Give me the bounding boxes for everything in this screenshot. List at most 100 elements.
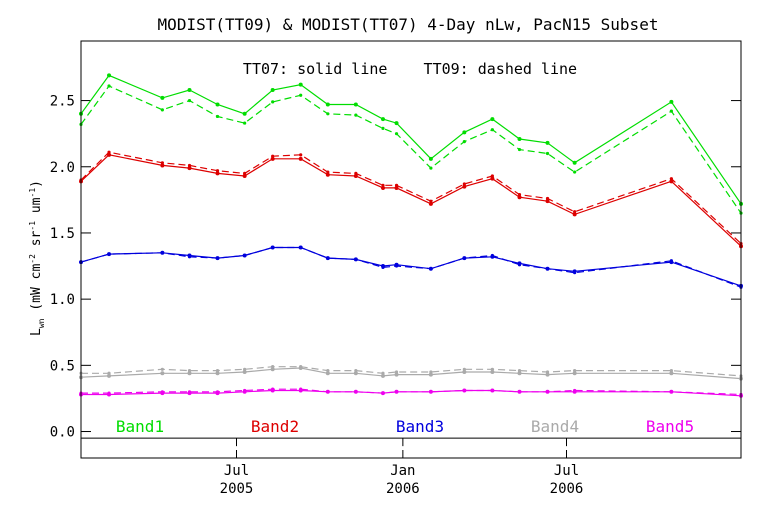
- data-point-band2-solid: [187, 166, 192, 171]
- data-point-band5-solid: [572, 389, 577, 394]
- data-point-band1-dashed: [517, 147, 522, 152]
- series-line-band5-solid: [81, 389, 742, 397]
- data-point-band5-solid: [545, 389, 550, 394]
- y-axis-label-sub: wn: [37, 318, 46, 328]
- data-point-band2-dashed: [394, 183, 399, 187]
- data-point-band1-dashed: [490, 128, 494, 132]
- data-point-band4-dashed: [517, 369, 522, 373]
- data-point-band3-solid: [669, 260, 674, 265]
- data-point-band1-dashed: [326, 112, 330, 116]
- data-point-band2-solid: [490, 176, 495, 181]
- legend-entry-band5: Band5: [646, 417, 694, 436]
- data-point-band5-solid: [160, 391, 165, 396]
- data-point-band2-solid: [160, 163, 165, 168]
- y-axis-label-um: um: [29, 197, 44, 221]
- data-point-band1-solid: [394, 121, 399, 126]
- y-tick-label: 2.5: [50, 94, 75, 110]
- data-point-band2-dashed: [187, 163, 192, 168]
- y-tick-label: 0.0: [50, 425, 75, 441]
- data-point-band2-dashed: [354, 171, 358, 175]
- data-point-band2-solid: [545, 199, 550, 204]
- data-point-band4-solid: [187, 371, 192, 376]
- data-point-band5-solid: [353, 389, 358, 394]
- y-axis-label-close: ): [29, 180, 44, 188]
- data-point-band4-dashed: [462, 367, 466, 371]
- data-point-band2-solid: [572, 212, 577, 217]
- data-point-band5-solid: [325, 389, 330, 394]
- data-point-band3-solid: [572, 269, 577, 274]
- data-point-band1-solid: [462, 130, 467, 135]
- data-point-band5-solid: [215, 391, 220, 396]
- data-point-band2-solid: [325, 172, 330, 177]
- data-point-band1-dashed: [215, 114, 220, 119]
- x-tick-label-line1: Jan: [390, 463, 415, 479]
- data-point-band3-solid: [187, 253, 192, 258]
- y-axis-label-unit: (mW cm: [29, 264, 44, 311]
- data-point-band4-solid: [160, 371, 165, 376]
- series-line-band1-dashed: [80, 85, 742, 214]
- data-point-band1-dashed: [429, 166, 433, 170]
- data-point-band1-solid: [187, 87, 192, 92]
- data-point-band4-dashed: [429, 370, 433, 374]
- data-point-band5-solid: [490, 388, 495, 393]
- legend-entry-band1: Band1: [116, 417, 164, 436]
- data-point-band1-dashed: [243, 121, 247, 125]
- data-point-band2-dashed: [243, 171, 247, 175]
- data-point-band2-solid: [517, 195, 522, 200]
- data-point-band4-dashed: [394, 370, 399, 374]
- data-point-band2-solid: [298, 156, 303, 161]
- y-axis-label-main: L: [29, 328, 44, 336]
- data-point-band3-solid: [270, 245, 275, 250]
- data-point-band1-dashed: [669, 109, 673, 113]
- data-point-band4-dashed: [545, 370, 550, 374]
- data-point-band5-solid: [107, 392, 112, 397]
- data-point-band3-solid: [353, 257, 358, 262]
- data-point-band1-solid: [545, 140, 550, 145]
- data-point-band1-solid: [380, 117, 385, 122]
- chart-annotation: TT07: solid line TT09: dashed line: [243, 60, 577, 78]
- data-point-band4-dashed: [326, 369, 330, 373]
- data-point-band1-solid: [107, 73, 112, 78]
- data-point-band4-dashed: [243, 367, 247, 371]
- series-line-band3-solid: [80, 246, 742, 287]
- data-point-band4-dashed: [271, 365, 275, 369]
- series-line-band1-solid: [80, 74, 742, 205]
- data-point-band2-dashed: [107, 150, 111, 154]
- y-tick-label: 1.5: [50, 226, 75, 242]
- data-point-band1-solid: [517, 136, 522, 141]
- data-point-band2-dashed: [160, 161, 164, 165]
- data-point-band2-dashed: [299, 153, 303, 157]
- data-point-band3-solid: [107, 252, 112, 257]
- data-point-band1-dashed: [354, 113, 358, 117]
- data-point-band2-dashed: [326, 170, 330, 174]
- data-point-band2-solid: [107, 152, 112, 157]
- data-point-band1-solid: [215, 102, 220, 107]
- data-point-band4-solid: [380, 373, 385, 378]
- y-axis-label-exp1: -2: [28, 254, 37, 264]
- data-point-band5-solid: [270, 388, 275, 393]
- data-point-band5-solid: [380, 391, 385, 396]
- data-point-band1-dashed: [381, 126, 385, 130]
- data-point-band4-solid: [270, 367, 275, 372]
- data-point-band1-solid: [325, 102, 330, 107]
- data-point-band3-solid: [462, 256, 467, 261]
- chart-title: MODIST(TT09) & MODIST(TT07) 4-Day nLw, P…: [158, 15, 659, 34]
- data-point-band4-dashed: [160, 367, 164, 371]
- data-point-band4-solid: [669, 371, 674, 376]
- data-point-band4-dashed: [215, 369, 220, 373]
- data-point-band3-solid: [394, 262, 399, 267]
- data-point-band4-dashed: [381, 371, 385, 375]
- data-point-band4-solid: [215, 371, 220, 376]
- data-point-band3-solid: [545, 266, 550, 271]
- data-point-band5-solid: [669, 389, 674, 394]
- y-tick-label: 2.0: [50, 160, 75, 176]
- plot-frame: [80, 40, 742, 459]
- data-point-band3-solid: [517, 261, 522, 266]
- data-point-band3-solid: [428, 266, 433, 271]
- data-point-band2-dashed: [215, 169, 220, 173]
- data-point-band4-solid: [394, 372, 399, 377]
- data-point-band1-solid: [353, 102, 358, 107]
- data-point-band5-solid: [517, 389, 522, 394]
- data-point-band5-solid: [298, 388, 303, 393]
